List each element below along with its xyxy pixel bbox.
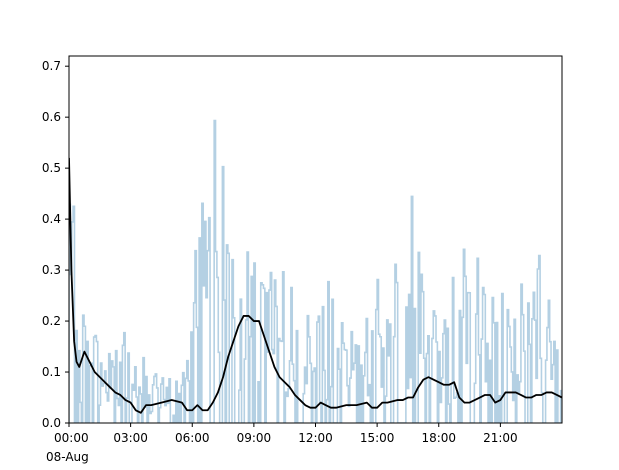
y-tick-label: 0.7 bbox=[42, 59, 61, 73]
x-date-label: 08-Aug bbox=[46, 450, 89, 464]
plot-area bbox=[69, 119, 562, 423]
y-tick-label: 0.6 bbox=[42, 110, 61, 124]
x-tick-label: 15:00 bbox=[360, 431, 395, 445]
x-tick-label: 03:00 bbox=[113, 431, 148, 445]
x-tick-label: 09:00 bbox=[237, 431, 272, 445]
y-tick-label: 0.1 bbox=[42, 365, 61, 379]
x-tick-label: 00:00 bbox=[54, 431, 89, 445]
raw-series-line bbox=[69, 119, 562, 423]
y-tick-label: 0.3 bbox=[42, 263, 61, 277]
x-tick-label: 18:00 bbox=[421, 431, 456, 445]
y-axis: 0.0 0.1 0.2 0.3 0.4 0.5 0.6 0.7 bbox=[42, 59, 69, 430]
x-tick-label: 06:00 bbox=[175, 431, 210, 445]
smoothed-series bbox=[69, 157, 562, 414]
raw-series bbox=[69, 119, 562, 423]
smoothed-series-line bbox=[69, 157, 562, 414]
y-tick-label: 0.0 bbox=[42, 416, 61, 430]
x-tick-label: 12:00 bbox=[298, 431, 333, 445]
y-tick-label: 0.4 bbox=[42, 212, 61, 226]
x-axis: 00:00 03:00 06:00 09:00 12:00 15:00 18:00 21:00 bbox=[54, 423, 518, 445]
y-tick-label: 0.2 bbox=[42, 314, 61, 328]
x-tick-label: 21:00 bbox=[483, 431, 518, 445]
y-tick-label: 0.5 bbox=[42, 161, 61, 175]
